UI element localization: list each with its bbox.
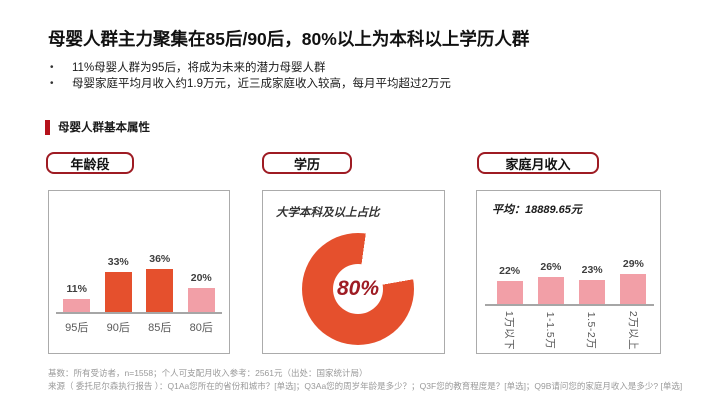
bullet-item: • 母婴家庭平均月收入约1.9万元，近三成家庭收入较高，每月平均超过2万元	[50, 76, 680, 92]
bar-column: 29%	[620, 257, 647, 304]
income-category-labels: 1万以下 1-1.5万 1.5-2万 2万以上	[489, 309, 654, 353]
bar-value-label: 23%	[581, 263, 603, 276]
bar-column: 26%	[537, 260, 564, 304]
chart-tag-education: 学历	[262, 152, 352, 174]
bar-value-label: 36%	[149, 252, 171, 265]
donut-center-label: 80%	[336, 277, 380, 300]
donut-hole	[333, 264, 383, 314]
chart-tag-income: 家庭月收入	[477, 152, 599, 174]
bullet-icon: •	[50, 78, 54, 89]
bullet-text: 母婴家庭平均月收入约1.9万元，近三成家庭收入较高，每月平均超过2万元	[72, 78, 451, 90]
footnote: 基数：所有受访者，n=1558；个人可支配月收入参考：2561元（出处：国家统计…	[48, 367, 708, 393]
chart-tag-age: 年龄段	[46, 152, 134, 174]
bar-value-label: 20%	[190, 272, 212, 284]
bullet-item: • 11%母婴人群为95后，将成为未来的潜力母婴人群	[50, 60, 680, 76]
section-accent-bar	[45, 119, 50, 135]
age-category-labels: 95后 90后 85后 80后	[56, 319, 222, 335]
section-header: 母婴人群基本属性	[45, 119, 150, 135]
income-bars: 22% 26% 23% 29%	[489, 191, 654, 304]
bar-category-label: 1万以下	[503, 310, 516, 351]
donut-ring: 80%	[302, 233, 414, 345]
bar-category-label: 95后	[65, 322, 89, 334]
bullet-icon: •	[50, 62, 54, 73]
bar	[496, 280, 523, 304]
income-bar-chart: 平均：18889.65元 22% 26% 23% 29% 1万以下 1-1.5万 1.5-…	[476, 190, 661, 354]
bar-category-label: 90后	[106, 322, 130, 334]
page-title: 母婴人群主力聚集在85后/90后，80%以上为本科以上学历人群	[48, 29, 530, 49]
bar	[579, 279, 606, 304]
income-average-label: 平均：18889.65元	[492, 204, 582, 216]
bar-column: 23%	[579, 263, 606, 304]
bar-column: 36%	[146, 252, 174, 312]
bar	[104, 272, 132, 312]
bar-column: 20%	[187, 272, 215, 312]
section-label: 母婴人群基本属性	[58, 122, 150, 134]
bar	[146, 268, 174, 312]
footnote-line1: 基数：所有受访者，n=1558；个人可支配月收入参考：2561元（出处：国家统计…	[48, 368, 368, 378]
bullet-list: • 11%母婴人群为95后，将成为未来的潜力母婴人群 • 母婴家庭平均月收入约1…	[50, 60, 680, 92]
bar-column: 11%	[63, 282, 91, 312]
bar-category-label: 80后	[189, 322, 213, 334]
bar-category-label: 85后	[148, 322, 172, 334]
bar-value-label: 22%	[499, 264, 521, 277]
bullet-text: 11%母婴人群为95后，将成为未来的潜力母婴人群	[72, 62, 326, 74]
bar	[620, 273, 647, 304]
donut-title: 大学本科及以上占比	[276, 207, 380, 219]
age-x-axis	[56, 312, 222, 314]
bar-column: 33%	[104, 256, 132, 312]
bar-value-label: 26%	[540, 260, 562, 273]
bar	[63, 298, 91, 312]
income-x-axis	[485, 304, 654, 306]
bar-value-label: 11%	[66, 282, 87, 295]
footnote-line2: 来源（ 委托尼尔森执行报告 ）：Q1Aa您所在的省份和城市？[单选]；Q3Aa您…	[48, 381, 683, 391]
bar-column: 22%	[496, 264, 523, 304]
age-bar-chart: 11% 33% 36% 20% 95后 90后 85后 80后	[48, 190, 230, 354]
bar-category-label: 1.5-2万	[585, 311, 598, 350]
bar-category-label: 1-1.5万	[544, 311, 557, 350]
bar	[537, 276, 564, 304]
education-donut-chart: 大学本科及以上占比 80%	[262, 190, 445, 354]
bar	[187, 288, 215, 312]
bar-value-label: 29%	[622, 257, 644, 270]
bar-value-label: 33%	[107, 256, 129, 269]
age-bars: 11% 33% 36% 20%	[56, 191, 222, 312]
bar-category-label: 2万以上	[626, 310, 639, 351]
